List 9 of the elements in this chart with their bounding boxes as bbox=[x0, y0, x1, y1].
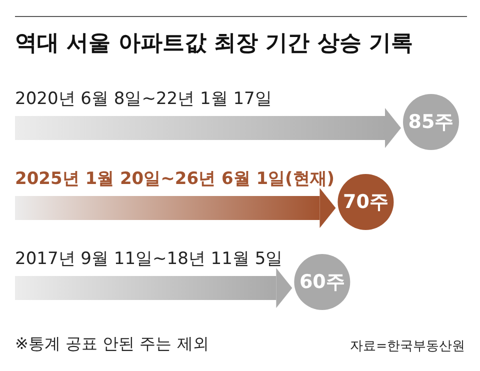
y-tick-label: 2025년 1월 20일~26년 6월 1일(현재) bbox=[15, 169, 335, 189]
chart-title: 역대 서울 아파트값 최장 기간 상승 기록 bbox=[15, 30, 413, 58]
data-label: 85주 bbox=[408, 111, 454, 133]
y-tick-label: 2020년 6월 8일~22년 1월 17일 bbox=[15, 89, 272, 109]
text: ※통계 공표 안된 주는 제외 bbox=[15, 334, 209, 355]
y-tick-label: 2017년 9월 11일~18년 11월 5일 bbox=[15, 249, 283, 269]
data-label: 60주 bbox=[299, 271, 345, 293]
text: 자료=한국부동산원 bbox=[350, 338, 465, 355]
data-label: 70주 bbox=[342, 191, 388, 213]
